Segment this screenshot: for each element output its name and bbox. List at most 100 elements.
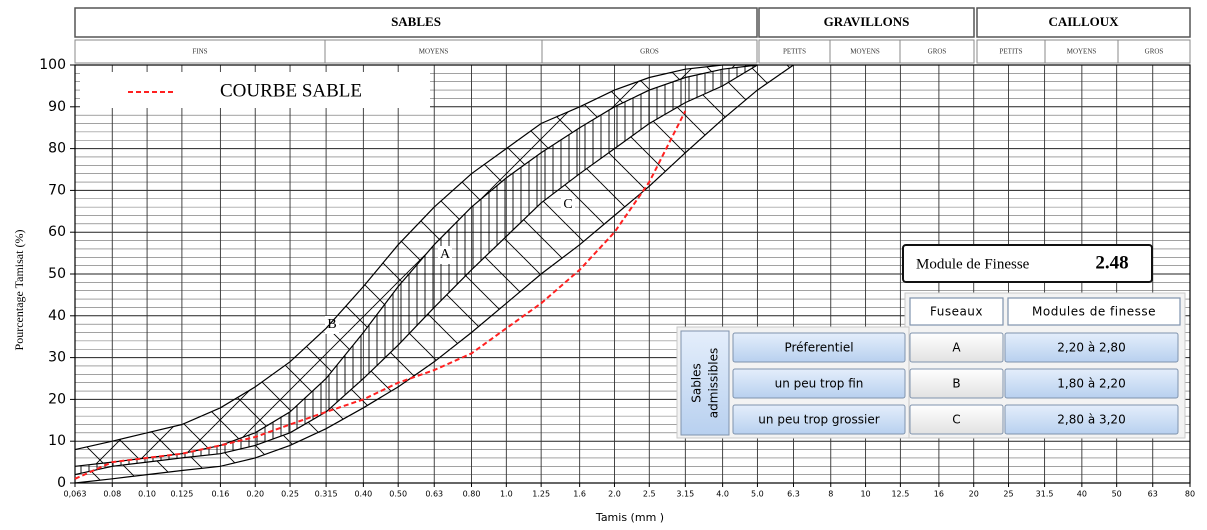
table-header: Fuseaux [930,305,983,319]
x-tick-label: 3.15 [676,490,694,499]
y-tick-label: 0 [57,475,66,491]
x-tick-label: 25 [1003,490,1013,499]
y-tick-label: 100 [39,57,66,73]
zone-header [74,7,758,38]
y-tick-label: 40 [48,308,66,324]
x-tick-label: 16 [934,490,944,499]
y-tick-label: 80 [48,141,66,157]
legend-box [80,72,430,108]
x-tick-label: 0.25 [281,490,299,499]
fuseau-curve [74,64,758,467]
fuseau-zone [75,65,794,483]
zone-label: B [327,317,336,332]
x-tick-label: 0.10 [138,490,156,499]
zone-label: CAILLOUX [1048,14,1119,29]
table-cell [909,332,1004,363]
x-tick-label: 63 [1148,490,1158,499]
x-tick-label: 8 [828,490,833,499]
x-axis-label: Tamis (mm ) [595,511,664,524]
table-cell [1004,332,1179,363]
x-tick-label: 0,063 [64,490,87,499]
zone-label-bg [325,316,339,334]
table-cell [1004,404,1179,435]
subzone-label: PETITS [783,48,806,56]
x-tick-label: 0.125 [170,490,193,499]
table-group-label: Sables [690,363,704,403]
subzone-label: GROS [928,48,947,56]
subzone-label: MOYENS [1067,48,1097,56]
zone-label: A [440,247,451,262]
x-tick-label: 0.40 [354,490,372,499]
x-tick-label: 0.16 [212,490,230,499]
table-header-cell [909,297,1004,326]
table-cell-text: 1,80 à 2,20 [1057,377,1125,391]
zone-label-bg [438,246,452,264]
y-tick-label: 60 [48,224,66,240]
module-value: 2.48 [1095,252,1128,273]
x-tick-label: 1.25 [532,490,550,499]
subzone-label: MOYENS [419,48,449,56]
table-cell-text: Préferentiel [784,341,853,355]
subzone-label: GROS [1145,48,1164,56]
x-tick-label: 40 [1077,490,1087,499]
legend-label: COURBE SABLE [220,80,362,101]
x-tick-label: 0.50 [389,490,407,499]
subzone-label: PETITS [1000,48,1023,56]
subzone-header [541,39,758,64]
x-tick-label: 1.6 [573,490,586,499]
zone-header [758,7,975,38]
table-cell-text: C [952,413,960,427]
module-box [902,244,1153,283]
fuseau-curve [74,64,758,476]
x-tick-label: 6.3 [787,490,800,499]
subzone-label: GROS [640,48,659,56]
subzone-label: MOYENS [850,48,880,56]
y-tick-label: 50 [48,266,66,282]
plot-frame [74,64,1191,484]
fuseau-curve [74,64,758,451]
fuseau-zone [75,65,758,475]
zone-label-bg [561,196,575,214]
table-cell-text: A [952,341,961,355]
x-tick-label: 20 [969,490,979,499]
y-axis-label: Pourcentage Tamisat (%) [12,230,26,351]
zone-label: SABLES [391,14,441,29]
table-group-label: admissibles [707,348,721,418]
x-tick-label: 1.0 [500,490,513,499]
x-tick-label: 2.0 [608,490,621,499]
module-label: Module de Finesse [916,256,1030,272]
x-tick-label: 50 [1112,490,1122,499]
table-cell [1004,368,1179,399]
table-cell [909,368,1004,399]
y-tick-label: 20 [48,391,66,407]
table-cell-text: un peu trop grossier [758,413,879,427]
y-tick-label: 30 [48,350,66,366]
x-tick-label: 0.08 [103,490,121,499]
table-cell [732,332,906,363]
table-header: Modules de finesse [1032,305,1156,319]
table-cell [909,404,1004,435]
y-tick-label: 10 [48,433,66,449]
y-tick-label: 90 [48,99,66,115]
subzone-header [1117,39,1191,64]
table-cell-text: 2,20 à 2,80 [1057,341,1125,355]
x-tick-label: 10 [860,490,870,499]
table-cell-text: un peu trop fin [775,377,864,391]
series-line [74,110,687,480]
x-tick-label: 4.0 [716,490,729,499]
x-tick-label: 31.5 [1036,490,1054,499]
table-header-cell [1007,297,1181,326]
x-tick-label: 12.5 [891,490,909,499]
x-tick-label: 5.0 [751,490,764,499]
fuseau-curve [74,64,794,484]
x-tick-label: 0.63 [425,490,443,499]
subzone-header [899,39,975,64]
x-tick-label: 0.20 [246,490,264,499]
x-tick-label: 0.80 [463,490,481,499]
table-cell [732,368,906,399]
x-tick-label: 80 [1185,490,1195,499]
table-cell [732,404,906,435]
x-tick-label: 2.5 [643,490,656,499]
x-tick-label: 0.315 [315,490,338,499]
